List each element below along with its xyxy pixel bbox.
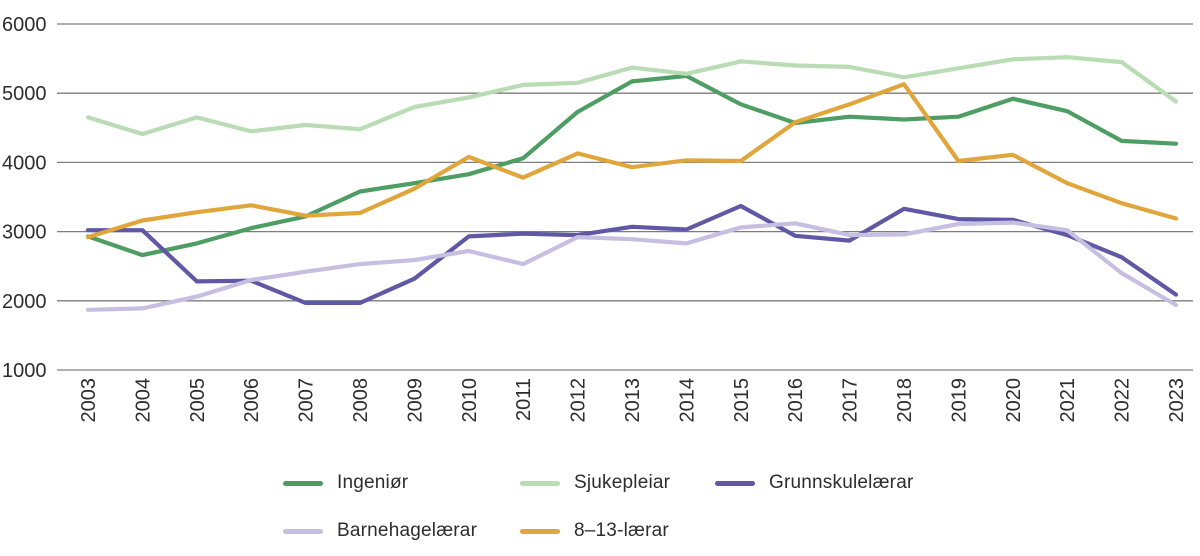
x-tick-label: 2005 (187, 378, 209, 423)
legend-label: 8–13-lærar (574, 520, 669, 541)
x-tick-label: 2019 (948, 378, 970, 423)
x-tick-label: 2015 (731, 378, 753, 423)
y-tick-label: 4000 (2, 152, 47, 174)
legend-item-0-2: Grunnskulelærar (715, 471, 914, 495)
x-tick-label: 2007 (296, 378, 318, 423)
legend-swatch-icon (520, 528, 560, 534)
series-line-4 (85, 82, 1179, 240)
x-tick-label: 2006 (241, 378, 263, 423)
line-chart-plot-area: 6000 5000 4000 3000 2000 1000 2003 2004 2005 2006… (2, 14, 1193, 423)
y-tick-label: 2000 (2, 291, 47, 313)
x-tick-label: 2009 (404, 378, 426, 423)
legend-swatch-icon (520, 480, 560, 486)
x-tick-label: 2023 (1166, 378, 1188, 423)
legend-label: Sjukepleiar (574, 472, 671, 493)
series-line-3 (85, 220, 1179, 312)
x-tick-label: 2008 (350, 378, 372, 423)
series-line-1 (85, 55, 1179, 137)
legend-swatch-icon (283, 528, 323, 534)
x-tick-label: 2004 (132, 378, 154, 423)
series-line-2 (85, 203, 1179, 305)
x-tick-label: 2021 (1057, 378, 1079, 423)
x-tick-label: 2017 (840, 378, 862, 423)
legend-label: Grunnskulelærar (769, 472, 914, 493)
x-tick-label: 2003 (78, 378, 100, 423)
x-tick-label: 2013 (622, 378, 644, 423)
x-tick-label: 2012 (568, 378, 590, 423)
legend-item-1-0: Barnehagelærar (283, 519, 477, 543)
legend-label: Ingeniør (337, 472, 409, 493)
legend-label: Barnehagelærar (337, 520, 478, 541)
legend-item-0-0: Ingeniør (283, 471, 408, 495)
x-tick-label: 2022 (1112, 378, 1134, 423)
y-tick-label: 1000 (2, 360, 47, 382)
legend-swatch-icon (715, 480, 755, 486)
legend-item-1-1: 8–13-lærar (520, 519, 669, 543)
y-tick-label: 6000 (2, 14, 47, 36)
x-tick-label: 2020 (1003, 378, 1025, 423)
y-tick-label: 3000 (2, 222, 47, 244)
y-tick-label: 5000 (2, 83, 47, 105)
x-tick-label: 2010 (459, 378, 481, 423)
x-tick-label: 2014 (676, 378, 698, 423)
series-line-0 (85, 73, 1179, 258)
legend-swatch-icon (283, 480, 323, 486)
x-tick-label: 2011 (513, 378, 535, 421)
x-tick-label: 2016 (785, 378, 807, 423)
chart-legend: Ingeniør Sjukepleiar Grunnskulelærar Barneh… (0, 458, 1200, 556)
legend-item-0-1: Sjukepleiar (520, 471, 670, 495)
x-tick-label: 2018 (894, 378, 916, 423)
